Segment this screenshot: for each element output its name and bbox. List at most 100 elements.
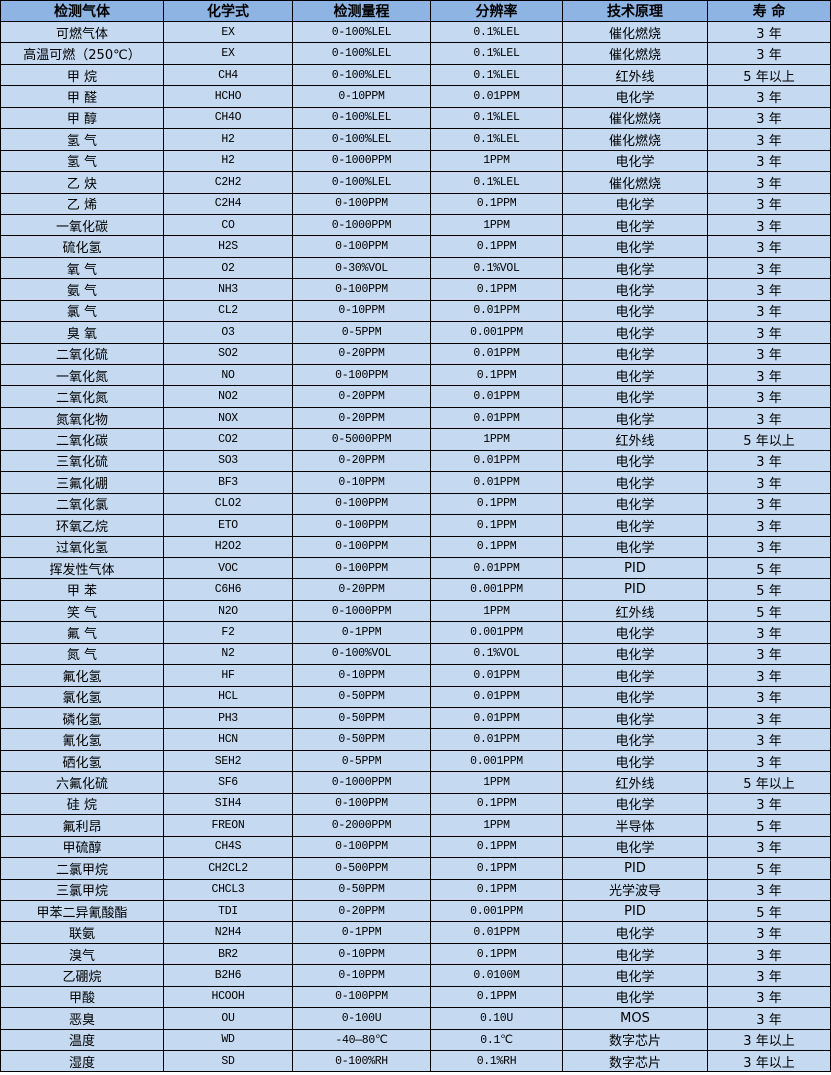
- cell-lifespan: 5 年: [707, 599, 831, 623]
- cell-formula: SO2: [163, 342, 293, 366]
- cell-range: 0-100PPM: [292, 278, 431, 301]
- table-row: 甲 烷 CH4 0-100%LEL 0.1%LEL 红外线 5 年以上: [0, 63, 831, 87]
- cell-gas-name: 甲 苯: [0, 578, 164, 601]
- table-header-row: 检测气体 化学式 检测量程 分辨率 技术原理 寿 命: [0, 0, 831, 22]
- cell-principle: 电化学: [562, 342, 708, 366]
- cell-lifespan: 3 年: [707, 406, 831, 430]
- cell-gas-name: 氮 气: [0, 642, 164, 666]
- cell-range: 0-100PPM: [292, 363, 431, 387]
- table-row: 氯化氢 HCL 0-50PPM 0.01PPM 电化学 3 年: [0, 685, 831, 709]
- cell-gas-name: 二氧化氮: [0, 385, 164, 408]
- cell-gas-name: 三氧化硫: [0, 449, 164, 473]
- cell-principle: 电化学: [562, 321, 708, 344]
- cell-principle: PID: [562, 857, 708, 880]
- cell-range: 0-100%LEL: [292, 128, 431, 151]
- cell-formula: SF6: [163, 771, 293, 794]
- cell-gas-name: 硒化氢: [0, 749, 164, 773]
- table-row: 乙 炔 C2H2 0-100%LEL 0.1%LEL 催化燃烧 3 年: [0, 171, 831, 194]
- cell-resolution: 0.1PPM: [430, 278, 563, 301]
- table-row: 氰化氢 HCN 0-50PPM 0.01PPM 电化学 3 年: [0, 728, 831, 751]
- cell-principle: 光学波导: [562, 878, 708, 901]
- cell-resolution: 0.1%LEL: [430, 20, 563, 44]
- cell-range: 0-2000PPM: [292, 814, 431, 837]
- cell-resolution: 0.001PPM: [430, 621, 563, 644]
- cell-principle: 红外线: [562, 771, 708, 794]
- table-row: 甲酸 HCOOH 0-100PPM 0.1PPM 电化学 3 年: [0, 985, 831, 1009]
- cell-principle: PID: [562, 556, 708, 580]
- cell-lifespan: 5 年以上: [707, 63, 831, 87]
- cell-resolution: 0.1%LEL: [430, 63, 563, 87]
- cell-formula: NH3: [163, 278, 293, 301]
- cell-lifespan: 3 年以上: [707, 1028, 831, 1052]
- cell-lifespan: 3 年: [707, 535, 831, 558]
- cell-range: 0-10PPM: [292, 299, 431, 323]
- table-row: 磷化氢 PH3 0-50PPM 0.01PPM 电化学 3 年: [0, 706, 831, 730]
- cell-gas-name: 挥发性气体: [0, 556, 164, 580]
- cell-gas-name: 溴气: [0, 942, 164, 966]
- table-row: 过氧化氢 H2O2 0-100PPM 0.1PPM 电化学 3 年: [0, 535, 831, 558]
- cell-principle: 电化学: [562, 385, 708, 408]
- cell-resolution: 0.01PPM: [430, 706, 563, 730]
- cell-range: 0-100%VOL: [292, 642, 431, 666]
- cell-principle: 红外线: [562, 599, 708, 623]
- cell-range: 0-20PPM: [292, 342, 431, 366]
- cell-resolution: 0.1PPM: [430, 514, 563, 537]
- cell-lifespan: 3 年: [707, 664, 831, 687]
- cell-range: 0-20PPM: [292, 449, 431, 473]
- cell-principle: 电化学: [562, 706, 708, 730]
- cell-range: 0-10PPM: [292, 471, 431, 494]
- cell-range: 0-50PPM: [292, 878, 431, 901]
- cell-resolution: 0.1%LEL: [430, 171, 563, 194]
- table-row: 二氯甲烷 CH2CL2 0-500PPM 0.1PPM PID 5 年: [0, 857, 831, 880]
- cell-lifespan: 3 年: [707, 213, 831, 237]
- cell-lifespan: 3 年: [707, 342, 831, 366]
- cell-lifespan: 3 年: [707, 685, 831, 709]
- cell-formula: N2O: [163, 599, 293, 623]
- cell-range: 0-100%LEL: [292, 171, 431, 194]
- table-row: 恶臭 OU 0-100U 0.10U MOS 3 年: [0, 1007, 831, 1030]
- cell-formula: HCHO: [163, 85, 293, 108]
- cell-gas-name: 乙 烯: [0, 192, 164, 215]
- table-row: 氮 气 N2 0-100%VOL 0.1%VOL 电化学 3 年: [0, 642, 831, 666]
- table-row: 甲苯二异氰酸酯 TDI 0-20PPM 0.001PPM PID 5 年: [0, 899, 831, 923]
- cell-range: 0-100%LEL: [292, 20, 431, 44]
- cell-lifespan: 3 年: [707, 492, 831, 516]
- cell-principle: PID: [562, 578, 708, 601]
- cell-principle: 半导体: [562, 814, 708, 837]
- cell-gas-name: 二氧化碳: [0, 428, 164, 451]
- cell-principle: 电化学: [562, 406, 708, 430]
- table-row: 氟利昂 FREON 0-2000PPM 1PPM 半导体 5 年: [0, 814, 831, 837]
- cell-resolution: 1PPM: [430, 213, 563, 237]
- cell-principle: 电化学: [562, 235, 708, 258]
- table-row: 乙 烯 C2H4 0-100PPM 0.1PPM 电化学 3 年: [0, 192, 831, 215]
- cell-gas-name: 氮氧化物: [0, 406, 164, 430]
- cell-formula: PH3: [163, 706, 293, 730]
- cell-formula: NO: [163, 363, 293, 387]
- cell-resolution: 0.001PPM: [430, 321, 563, 344]
- table-row: 联氨 N2H4 0-1PPM 0.01PPM 电化学 3 年: [0, 921, 831, 944]
- cell-range: 0-1000PPM: [292, 213, 431, 237]
- table-row: 氧 气 O2 0-30%VOL 0.1%VOL 电化学 3 年: [0, 256, 831, 280]
- cell-range: 0-1PPM: [292, 921, 431, 944]
- table-row: 三氧化硫 SO3 0-20PPM 0.01PPM 电化学 3 年: [0, 449, 831, 473]
- header-lifespan: 寿 命: [707, 0, 831, 22]
- cell-gas-name: 甲硫醇: [0, 835, 164, 859]
- cell-gas-name: 环氧乙烷: [0, 514, 164, 537]
- table-row: 硅 烷 SIH4 0-100PPM 0.1PPM 电化学 3 年: [0, 792, 831, 816]
- cell-resolution: 0.01PPM: [430, 299, 563, 323]
- cell-resolution: 0.1%VOL: [430, 642, 563, 666]
- cell-resolution: 0.1PPM: [430, 235, 563, 258]
- table-row: 乙硼烷 B2H6 0-10PPM 0.0100M 电化学 3 年: [0, 964, 831, 987]
- cell-formula: SD: [163, 1049, 293, 1073]
- cell-principle: 电化学: [562, 685, 708, 709]
- cell-formula: SO3: [163, 449, 293, 473]
- cell-range: 0-100%LEL: [292, 42, 431, 65]
- cell-formula: CH4: [163, 63, 293, 87]
- cell-range: 0-100%LEL: [292, 106, 431, 130]
- cell-principle: 电化学: [562, 85, 708, 108]
- cell-formula: EX: [163, 42, 293, 65]
- cell-resolution: 0.01PPM: [430, 406, 563, 430]
- cell-resolution: 0.01PPM: [430, 685, 563, 709]
- table-row: 硒化氢 SEH2 0-5PPM 0.001PPM 电化学 3 年: [0, 749, 831, 773]
- header-resolution: 分辨率: [430, 0, 563, 22]
